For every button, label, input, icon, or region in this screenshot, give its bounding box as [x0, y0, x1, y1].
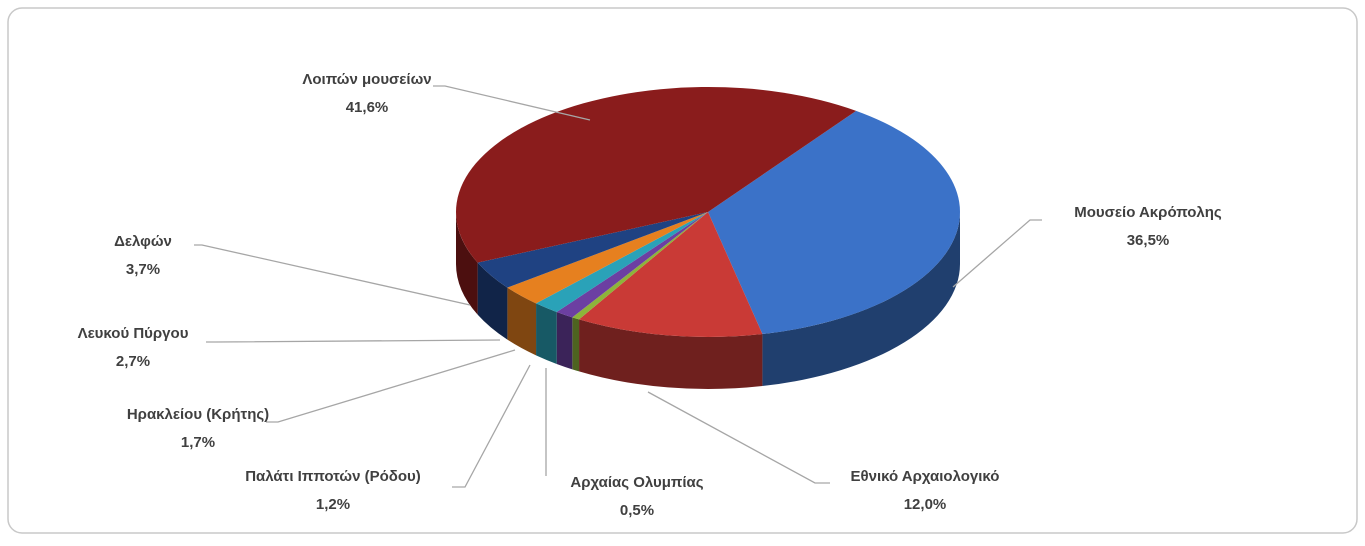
- leader-line: [206, 339, 501, 343]
- slice-value-label: 1,7%: [181, 434, 215, 451]
- slice: [572, 212, 708, 320]
- slice-value-label: 36,5%: [1127, 232, 1170, 249]
- slice-side: [572, 317, 580, 372]
- leader-line: [452, 364, 531, 488]
- leader-line: [952, 219, 1042, 288]
- slice: [477, 212, 708, 288]
- slice: [456, 86, 857, 263]
- slice-label: Παλάτι Ιπποτών (Ρόδου): [245, 468, 421, 485]
- slice: [556, 212, 708, 318]
- slice-side: [477, 262, 508, 340]
- slice-label: Δελφών: [114, 233, 172, 250]
- slice-value-label: 12,0%: [904, 496, 947, 513]
- leader-line: [433, 85, 591, 121]
- slice-side: [556, 311, 573, 370]
- slice-side: [536, 303, 557, 364]
- slice-value-label: 2,7%: [116, 353, 150, 370]
- leader-line: [647, 391, 830, 484]
- slice-value-label: 41,6%: [346, 99, 389, 116]
- slice: [579, 212, 763, 338]
- slice-side: [507, 287, 537, 356]
- slice: [708, 110, 961, 335]
- slice-label: Λευκού Πύργου: [78, 325, 189, 342]
- slice-label: Εθνικό Αρχαιολογικό: [851, 468, 1000, 485]
- leader-line: [194, 244, 471, 306]
- slice-label: Μουσείο Ακρόπολης: [1074, 204, 1222, 221]
- leader-line: [266, 349, 516, 423]
- slice-value-label: 0,5%: [620, 502, 654, 519]
- slice-side: [456, 212, 478, 315]
- slice-label: Αρχαίας Ολυμπίας: [570, 474, 703, 491]
- slice-side: [762, 212, 961, 387]
- slice-label: Λοιπών μουσείων: [302, 71, 431, 88]
- slice-label: Ηρακλείου (Κρήτης): [127, 406, 269, 423]
- slice-value-label: 3,7%: [126, 261, 160, 278]
- slice-side: [579, 319, 763, 389]
- slice: [536, 212, 708, 312]
- slice: [507, 212, 708, 304]
- slice-value-label: 1,2%: [316, 496, 350, 513]
